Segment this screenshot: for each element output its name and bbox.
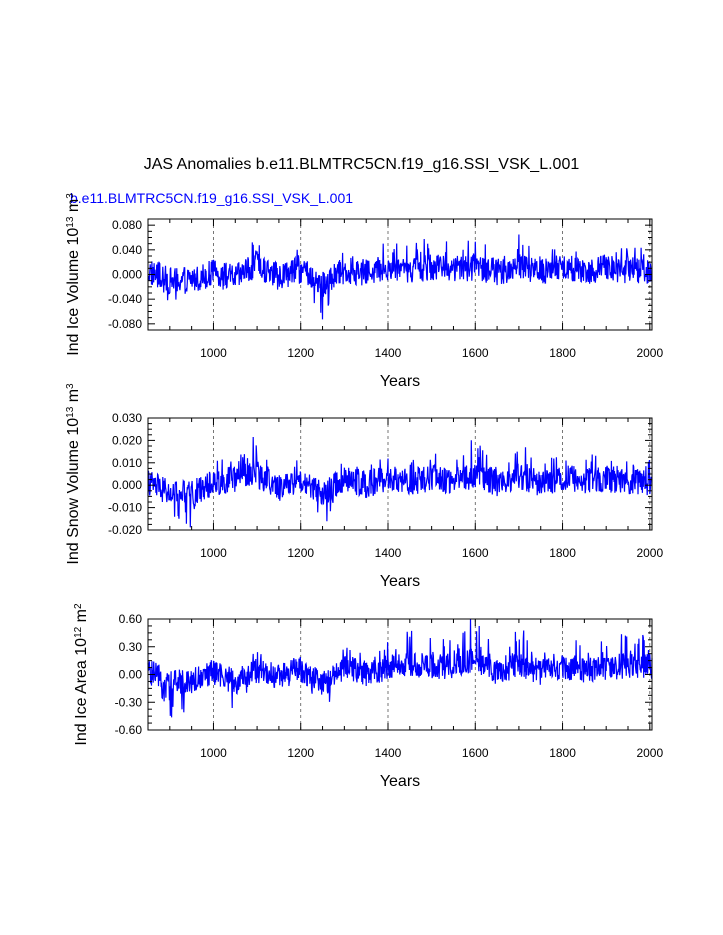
- y-tick-label: 0.000: [112, 268, 142, 282]
- y-tick-label: -0.020: [108, 523, 142, 537]
- x-tick-label: 1600: [462, 746, 489, 760]
- y-tick-label: 0.00: [119, 668, 143, 682]
- y-tick-label: -0.080: [108, 317, 142, 331]
- x-tick-label: 1000: [200, 346, 227, 360]
- page-title: JAS Anomalies b.e11.BLMTRC5CN.f19_g16.SS…: [143, 156, 580, 173]
- y-axis-title: Ind Ice Volume 1013 m3: [65, 193, 83, 356]
- x-tick-label: 1600: [462, 346, 489, 360]
- x-tick-label: 2000: [636, 546, 663, 560]
- x-tick-label: 1200: [287, 346, 314, 360]
- y-tick-label: 0.30: [119, 640, 143, 654]
- x-tick-label: 1000: [200, 546, 227, 560]
- y-tick-label: 0.080: [112, 218, 142, 232]
- y-tick-label: 0.010: [112, 456, 142, 470]
- series-line: [147, 436, 653, 528]
- y-tick-label: 0.040: [112, 243, 142, 257]
- x-tick-label: 1200: [287, 546, 314, 560]
- x-tick-label: 1800: [549, 546, 576, 560]
- y-tick-label: 0.60: [119, 612, 143, 626]
- y-tick-label: 0.000: [112, 478, 142, 492]
- x-tick-label: 1400: [375, 546, 402, 560]
- x-tick-label: 1200: [287, 746, 314, 760]
- x-tick-label: 2000: [636, 746, 663, 760]
- x-tick-label: 2000: [636, 346, 663, 360]
- y-tick-label: 0.020: [112, 433, 142, 447]
- x-tick-label: 1400: [375, 346, 402, 360]
- series-line: [147, 618, 653, 718]
- x-tick-label: 1600: [462, 546, 489, 560]
- x-tick-label: 1000: [200, 746, 227, 760]
- y-axis-title: Ind Ice Area 1012 m2: [73, 603, 91, 746]
- x-tick-label: 1800: [549, 746, 576, 760]
- y-tick-label: 0.030: [112, 411, 142, 425]
- x-tick-label: 1800: [549, 346, 576, 360]
- y-tick-label: -0.010: [108, 501, 142, 515]
- series-line: [147, 234, 653, 320]
- y-axis-title: Ind Snow Volume 1013 m3: [65, 383, 83, 565]
- chart-subtitle: b.e11.BLMTRC5CN.f19_g16.SSI_VSK_L.001: [70, 190, 354, 206]
- x-tick-label: 1400: [375, 746, 402, 760]
- x-axis-title: Years: [380, 373, 420, 390]
- y-tick-label: -0.040: [108, 292, 142, 306]
- y-tick-label: -0.30: [115, 695, 143, 709]
- x-axis-title: Years: [380, 773, 420, 790]
- y-tick-label: -0.60: [115, 723, 143, 737]
- x-axis-title: Years: [380, 573, 420, 590]
